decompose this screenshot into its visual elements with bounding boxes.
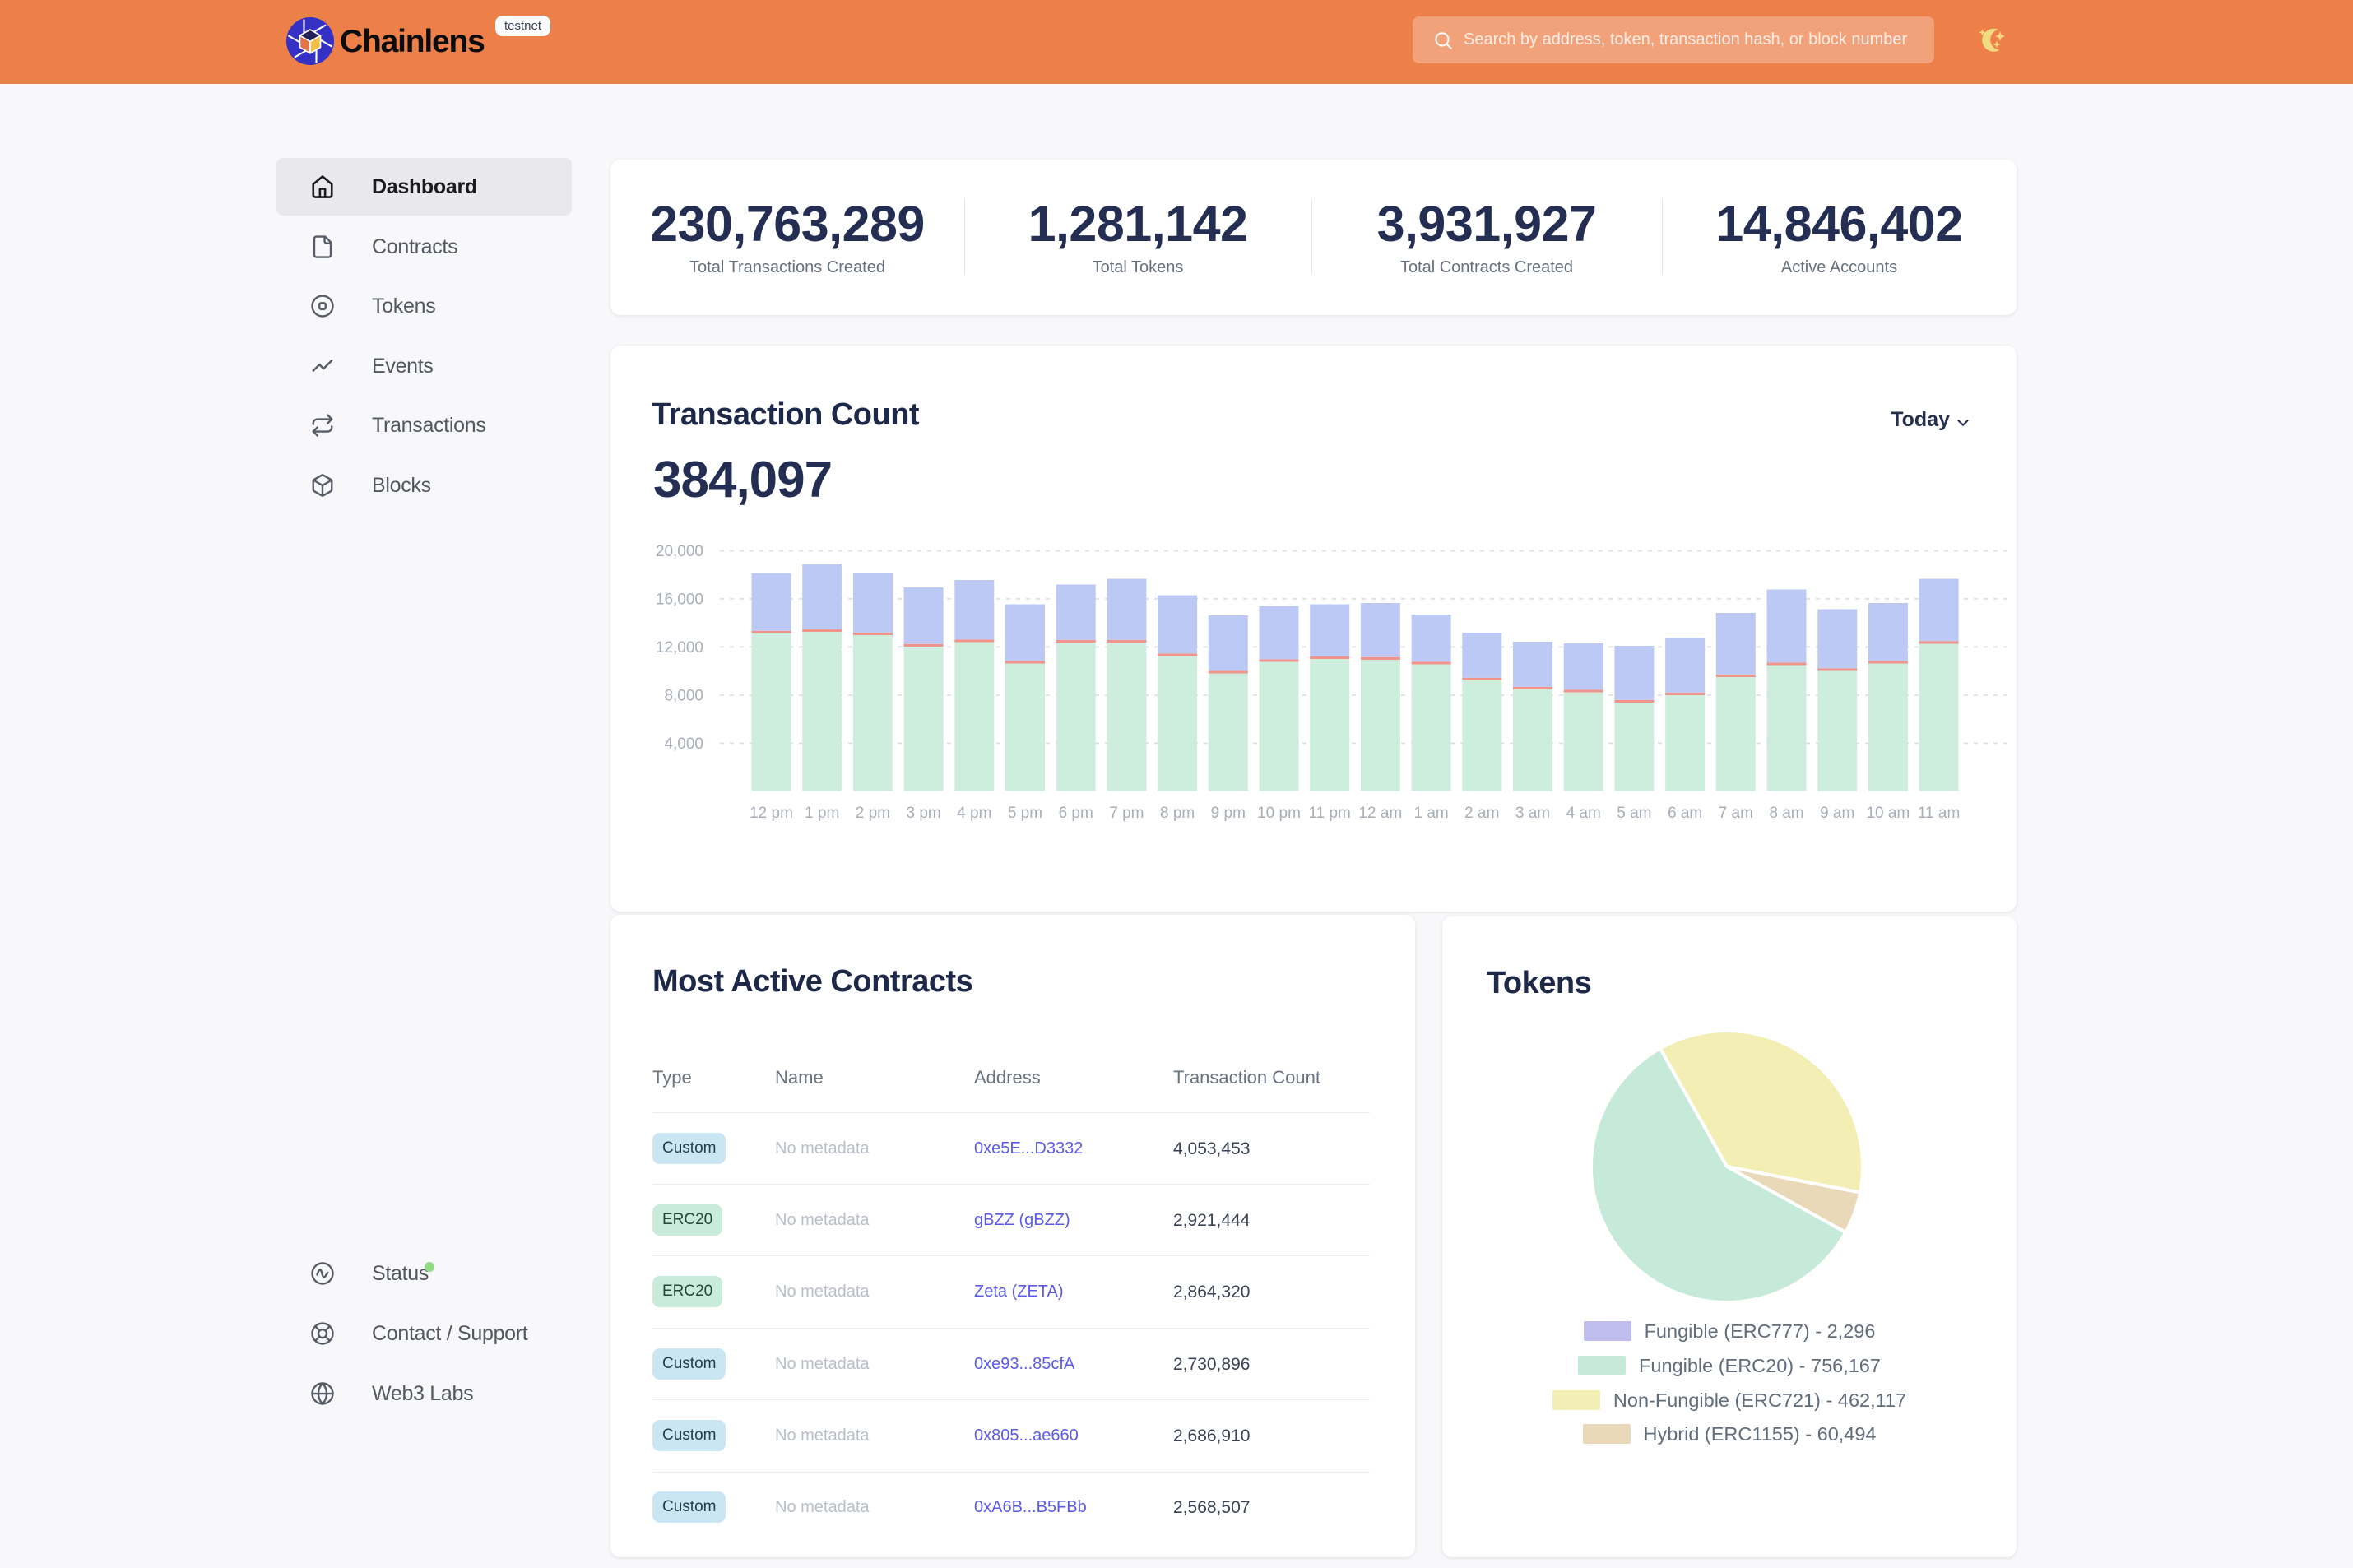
svg-text:5 pm: 5 pm (1008, 805, 1042, 822)
svg-text:1 pm: 1 pm (805, 805, 839, 822)
svg-text:6 am: 6 am (1668, 805, 1702, 822)
svg-text:6 pm: 6 pm (1059, 805, 1093, 822)
svg-text:10 pm: 10 pm (1257, 805, 1301, 822)
svg-text:3 pm: 3 pm (906, 805, 940, 822)
svg-text:8 pm: 8 pm (1160, 805, 1195, 822)
svg-text:9 am: 9 am (1820, 805, 1854, 822)
svg-text:12 pm: 12 pm (750, 805, 793, 822)
svg-text:16,000: 16,000 (656, 591, 703, 608)
svg-text:11 pm: 11 pm (1308, 805, 1350, 822)
svg-text:9 pm: 9 pm (1211, 805, 1246, 822)
svg-text:7 pm: 7 pm (1109, 805, 1144, 822)
svg-text:4 pm: 4 pm (957, 805, 991, 822)
svg-text:4 am: 4 am (1566, 805, 1601, 822)
svg-text:8 am: 8 am (1769, 805, 1803, 822)
svg-text:20,000: 20,000 (656, 543, 703, 560)
svg-text:12,000: 12,000 (656, 639, 703, 656)
svg-text:2 pm: 2 pm (856, 805, 890, 822)
svg-text:1 am: 1 am (1413, 805, 1448, 822)
svg-text:8,000: 8,000 (664, 687, 703, 704)
svg-text:12 am: 12 am (1358, 805, 1402, 822)
svg-text:11 am: 11 am (1918, 805, 1960, 822)
svg-text:4,000: 4,000 (664, 735, 703, 753)
svg-text:5 am: 5 am (1617, 805, 1651, 822)
svg-text:10 am: 10 am (1866, 805, 1910, 822)
svg-text:7 am: 7 am (1719, 805, 1753, 822)
svg-text:2 am: 2 am (1464, 805, 1499, 822)
svg-text:3 am: 3 am (1515, 805, 1550, 822)
